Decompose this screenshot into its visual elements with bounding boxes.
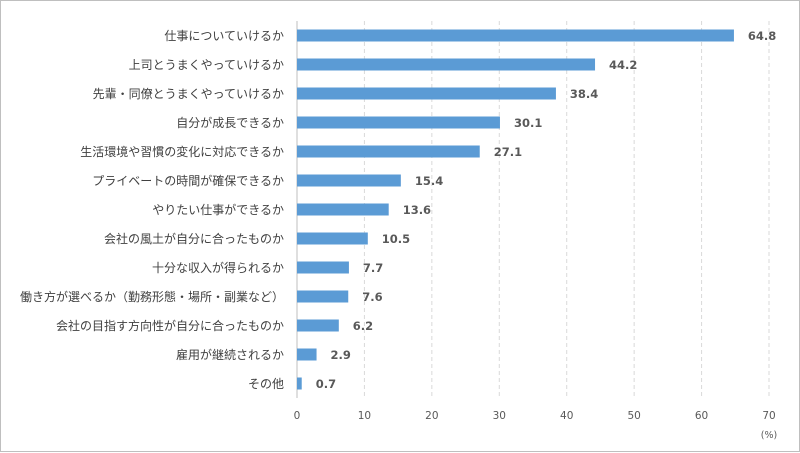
value-label: 7.6: [362, 290, 382, 304]
category-label: 会社の風土が自分に合ったものか: [104, 231, 284, 246]
bar: [297, 29, 734, 42]
x-tick-label: 70: [762, 410, 775, 422]
x-tick-label: 60: [695, 410, 708, 422]
category-label: プライベートの時間が確保できるか: [92, 173, 284, 188]
x-tick-label: 10: [358, 410, 371, 422]
value-label: 13.6: [403, 203, 431, 217]
category-label: 上司とうまくやっていけるか: [129, 58, 284, 72]
category-labels: 仕事についていけるか上司とうまくやっていけるか先輩・同僚とうまくやっていけるか自…: [20, 29, 284, 391]
category-label: 会社の目指す方向性が自分に合ったものか: [56, 318, 284, 333]
bar: [297, 232, 368, 245]
category-label: 自分が成長できるか: [176, 115, 284, 130]
x-tick-label: 30: [493, 410, 506, 422]
value-label: 44.2: [609, 58, 637, 72]
category-label: 先輩・同僚とうまくやっていけるか: [93, 86, 284, 101]
bar: [297, 203, 389, 216]
x-axis-unit: (%): [761, 430, 777, 441]
value-label: 27.1: [494, 145, 522, 159]
category-label: 働き方が選べるか（勤務形態・場所・副業など）: [20, 289, 284, 304]
category-label: その他: [248, 377, 284, 391]
bars: [297, 29, 734, 390]
x-tick-label: 40: [560, 410, 573, 422]
category-label: 十分な収入が得られるか: [152, 260, 284, 275]
value-label: 15.4: [415, 174, 443, 188]
bar: [297, 290, 349, 303]
category-label: 生活環境や習慣の変化に対応できるか: [80, 144, 284, 159]
bar: [297, 58, 596, 71]
value-labels: 64.8 44.2 38.4 30.1 27.1 15.4 13.6 10.5 7.7 7.6 6.…: [316, 29, 777, 391]
bar: [297, 261, 349, 274]
category-label: 仕事についていけるか: [164, 29, 284, 43]
value-label: 0.7: [316, 377, 336, 391]
bar: [297, 174, 401, 187]
value-label: 6.2: [353, 319, 373, 333]
x-axis-ticks: 0 10 20 30 40 50 60 70: [294, 410, 776, 422]
bar: [297, 116, 500, 129]
value-label: 2.9: [331, 348, 351, 362]
x-tick-label: 50: [627, 410, 640, 422]
x-tick-label: 0: [294, 410, 301, 422]
value-label: 64.8: [748, 29, 776, 43]
x-tick-label: 20: [425, 410, 438, 422]
value-label: 38.4: [570, 87, 598, 101]
bar: [297, 348, 317, 361]
bar: [297, 87, 556, 100]
bar: [297, 319, 339, 332]
value-label: 10.5: [382, 232, 410, 246]
category-label: やりたい仕事ができるか: [152, 202, 284, 217]
bar: [297, 145, 480, 158]
bar: [297, 377, 302, 390]
category-label: 雇用が継続されるか: [176, 347, 284, 362]
value-label: 7.7: [363, 261, 383, 275]
value-label: 30.1: [514, 116, 542, 130]
